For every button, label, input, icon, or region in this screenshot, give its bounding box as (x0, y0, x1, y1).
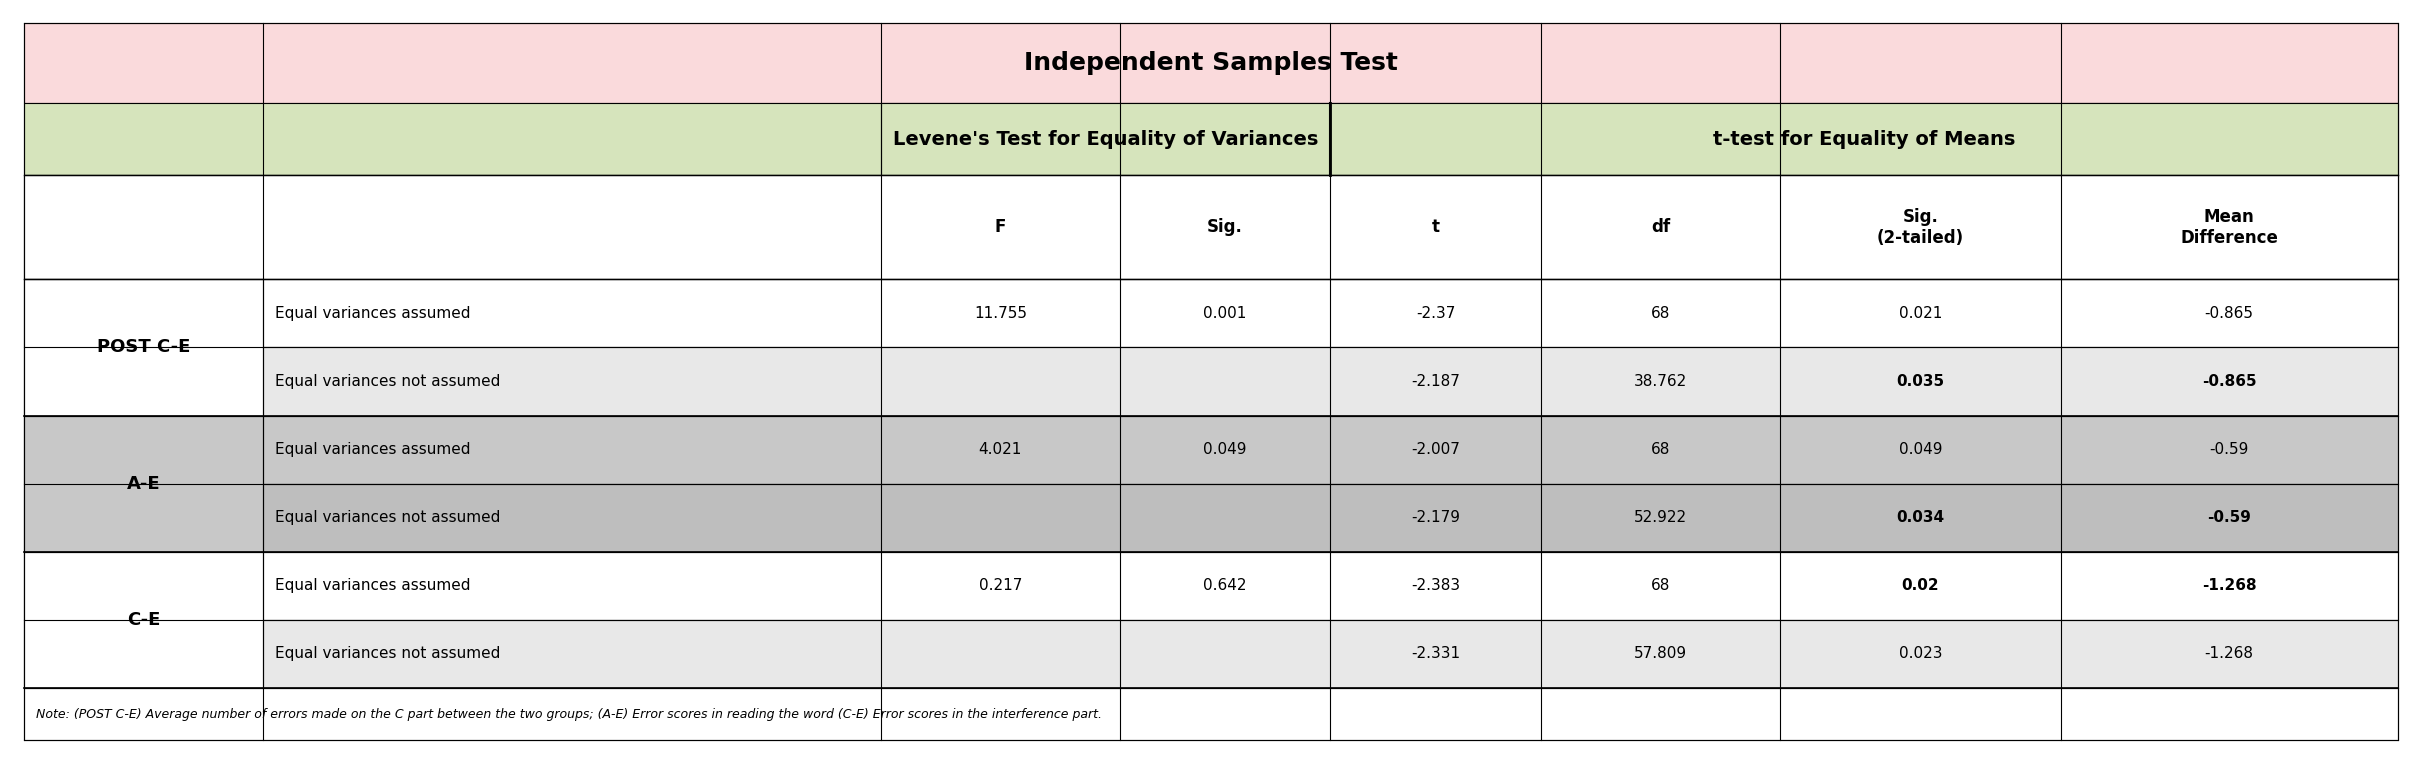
Text: Mean
Difference: Mean Difference (2180, 208, 2279, 246)
Text: 0.02: 0.02 (1901, 578, 1940, 594)
Text: Independent Samples Test: Independent Samples Test (1025, 51, 1397, 75)
Bar (24, 175, 2398, 279)
Text: Note: (POST C-E) Average number of errors made on the C part between the two gro: Note: (POST C-E) Average number of error… (36, 707, 1102, 720)
Text: -2.007: -2.007 (1412, 442, 1460, 457)
Text: 0.023: 0.023 (1899, 646, 1942, 662)
Text: Sig.: Sig. (1206, 218, 1242, 237)
Text: 0.049: 0.049 (1899, 442, 1942, 457)
Text: POST C-E: POST C-E (97, 339, 191, 356)
Text: 57.809: 57.809 (1635, 646, 1688, 662)
Bar (24, 552, 2398, 620)
Text: -2.187: -2.187 (1412, 374, 1460, 389)
Text: 0.049: 0.049 (1204, 442, 1247, 457)
Text: Equal variances assumed: Equal variances assumed (276, 578, 470, 594)
Bar (24, 416, 2398, 484)
Text: 4.021: 4.021 (978, 442, 1022, 457)
Text: A-E: A-E (126, 475, 160, 493)
Text: -2.331: -2.331 (1412, 646, 1460, 662)
Text: 11.755: 11.755 (974, 306, 1027, 321)
Text: 68: 68 (1652, 442, 1671, 457)
Bar (24, 552, 264, 688)
Text: Equal variances not assumed: Equal variances not assumed (276, 510, 501, 525)
Text: -2.383: -2.383 (1412, 578, 1460, 594)
Text: Equal variances assumed: Equal variances assumed (276, 442, 470, 457)
Bar (24, 279, 2398, 347)
Bar (24, 23, 2398, 103)
Bar (24, 484, 2398, 552)
Bar (24, 347, 2398, 416)
Text: Sig.
(2-tailed): Sig. (2-tailed) (1877, 208, 1964, 246)
Text: 0.001: 0.001 (1204, 306, 1247, 321)
Text: 68: 68 (1652, 578, 1671, 594)
Text: 52.922: 52.922 (1635, 510, 1688, 525)
Text: F: F (995, 218, 1005, 237)
Text: 68: 68 (1652, 306, 1671, 321)
Text: -2.37: -2.37 (1417, 306, 1456, 321)
Text: 0.217: 0.217 (978, 578, 1022, 594)
Text: Levene's Test for Equality of Variances: Levene's Test for Equality of Variances (894, 130, 1318, 149)
Bar (24, 416, 264, 552)
Text: -1.268: -1.268 (2204, 646, 2255, 662)
Text: -0.865: -0.865 (2204, 306, 2255, 321)
Text: C-E: C-E (126, 611, 160, 629)
Text: 0.034: 0.034 (1896, 510, 1945, 525)
Text: -0.865: -0.865 (2202, 374, 2257, 389)
Text: 0.021: 0.021 (1899, 306, 1942, 321)
Bar (24, 279, 264, 416)
Text: 38.762: 38.762 (1635, 374, 1688, 389)
Text: -2.179: -2.179 (1412, 510, 1460, 525)
Text: df: df (1652, 218, 1671, 237)
Bar (24, 103, 2398, 175)
Text: Equal variances not assumed: Equal variances not assumed (276, 374, 501, 389)
Text: Equal variances not assumed: Equal variances not assumed (276, 646, 501, 662)
Text: 0.642: 0.642 (1204, 578, 1247, 594)
Bar (1330, 103, 2398, 175)
Bar (24, 175, 2398, 279)
Text: -1.268: -1.268 (2202, 578, 2257, 594)
Bar (24, 688, 2398, 740)
Text: -0.59: -0.59 (2206, 510, 2250, 525)
Text: -0.59: -0.59 (2209, 442, 2250, 457)
Bar (882, 103, 1330, 175)
Text: t-test for Equality of Means: t-test for Equality of Means (1712, 130, 2015, 149)
Text: t: t (1431, 218, 1439, 237)
Bar (24, 620, 2398, 688)
Text: 0.035: 0.035 (1896, 374, 1945, 389)
Text: Equal variances assumed: Equal variances assumed (276, 306, 470, 321)
